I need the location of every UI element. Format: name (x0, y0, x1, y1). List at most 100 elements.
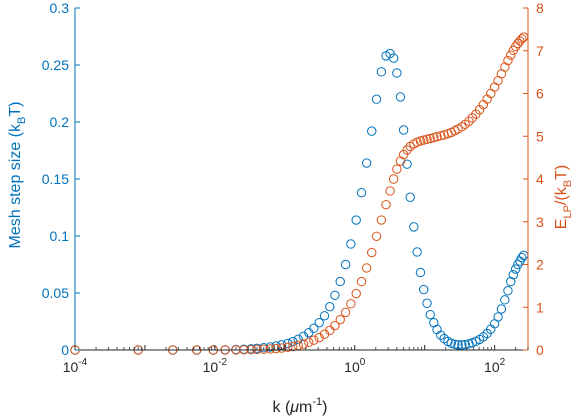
energy-point (392, 164, 402, 174)
mesh-step-point (335, 276, 345, 287)
energy-point (388, 174, 399, 184)
energy-point (398, 149, 409, 160)
y-right-tick-label: 8 (536, 0, 544, 16)
mesh-step-point (415, 267, 426, 278)
plot-area (70, 32, 529, 355)
energy-point (385, 186, 395, 196)
mesh-step-point (330, 290, 340, 300)
energy-point (503, 55, 513, 66)
y-right-tick-label: 2 (536, 257, 544, 273)
y-right-tick-label: 3 (536, 214, 544, 230)
energy-point (298, 339, 309, 349)
mesh-step-point (425, 309, 435, 320)
x-tick-label: 102 (484, 357, 506, 375)
mesh-step-point (500, 295, 510, 305)
mesh-step-point (405, 192, 415, 202)
mesh-step-point (506, 276, 516, 287)
energy-point (415, 136, 426, 146)
x-tick-label: 10-4 (63, 357, 88, 375)
energy-point (288, 341, 298, 352)
mesh-step-point (309, 323, 319, 334)
energy-point (489, 82, 500, 92)
mesh-step-point (508, 270, 519, 280)
mesh-step-point (319, 311, 330, 321)
energy-point (252, 344, 262, 355)
energy-point (371, 231, 382, 241)
energy-point (276, 343, 287, 353)
mesh-step-point (446, 338, 456, 348)
energy-point (425, 133, 435, 144)
mesh-step-point (460, 339, 470, 350)
energy-point (265, 344, 275, 354)
energy-point (464, 116, 474, 126)
y-right-tick-label: 7 (536, 43, 544, 59)
x-axis-label: k (μm-1) (273, 396, 328, 416)
y-left-axis-label: Mesh step size (kBT) (7, 102, 28, 249)
energy-point (356, 276, 367, 287)
mesh-step-point (293, 334, 303, 344)
y-left-tick-label: 0.05 (42, 285, 69, 301)
mesh-step-point (496, 304, 507, 314)
energy-point (304, 337, 314, 348)
mesh-step-point (351, 215, 361, 225)
mesh-step-point (409, 222, 419, 232)
mesh-step-point (356, 187, 367, 198)
mesh-step-point (340, 259, 351, 270)
mesh-step-point (398, 125, 409, 135)
energy-point (376, 215, 387, 225)
energy-point (436, 131, 446, 141)
energy-point (259, 344, 269, 354)
mesh-step-point (361, 158, 372, 168)
mesh-step-point (412, 247, 422, 257)
energy-point (395, 156, 406, 166)
y-left-tick-label: 0.1 (50, 228, 70, 244)
y-left-tick-label: 0 (61, 342, 69, 358)
y-left-tick-label: 0.25 (42, 57, 69, 73)
mesh-step-point (493, 312, 503, 322)
mesh-step-point (517, 252, 527, 263)
mesh-step-point (450, 339, 460, 349)
mesh-step-point (395, 92, 406, 102)
mesh-step-point (388, 53, 399, 63)
energy-point (283, 342, 293, 353)
energy-point (340, 307, 351, 318)
mesh-step-point (510, 264, 521, 274)
y-right-tick-label: 1 (536, 299, 544, 315)
energy-point (351, 288, 361, 299)
mesh-step-point (436, 330, 446, 340)
mesh-step-point (367, 126, 377, 136)
y-left-tick-label: 0.3 (50, 0, 70, 16)
energy-point (330, 320, 340, 331)
y-right-tick-label: 5 (536, 128, 544, 144)
mesh-step-series (70, 48, 529, 355)
x-tick-label: 10-2 (203, 357, 228, 375)
energy-point (506, 50, 516, 60)
y-left-tick-label: 0.15 (42, 171, 69, 187)
y-right-tick-label: 6 (536, 86, 544, 102)
mesh-step-point (422, 298, 432, 308)
energy-series (70, 32, 529, 355)
mesh-step-point (419, 284, 429, 295)
energy-point (325, 325, 335, 336)
mesh-step-point (325, 301, 335, 312)
y-right-axis-label: ELP/(kBT) (553, 165, 574, 229)
y-right-tick-label: 0 (536, 342, 544, 358)
energy-point (309, 335, 319, 345)
mesh-step-point (314, 317, 324, 328)
energy-point (500, 62, 510, 72)
mesh-step-point (392, 68, 402, 78)
energy-point (314, 332, 324, 343)
energy-point (346, 299, 356, 309)
x-tick-label: 100 (344, 357, 366, 375)
mesh-step-point (371, 94, 382, 104)
y-left-tick-label: 0.2 (50, 114, 70, 130)
energy-point (361, 263, 372, 273)
energy-point (517, 34, 527, 44)
energy-point (402, 145, 412, 155)
axes: 10-4 10-2 100 102 0 0.05 0.1 0.15 0.2 0.25 0.3 0 1 2 3… (42, 0, 544, 375)
energy-point (439, 130, 449, 140)
mesh-step-point (376, 67, 387, 77)
energy-point (367, 247, 377, 258)
energy-point (381, 199, 391, 210)
